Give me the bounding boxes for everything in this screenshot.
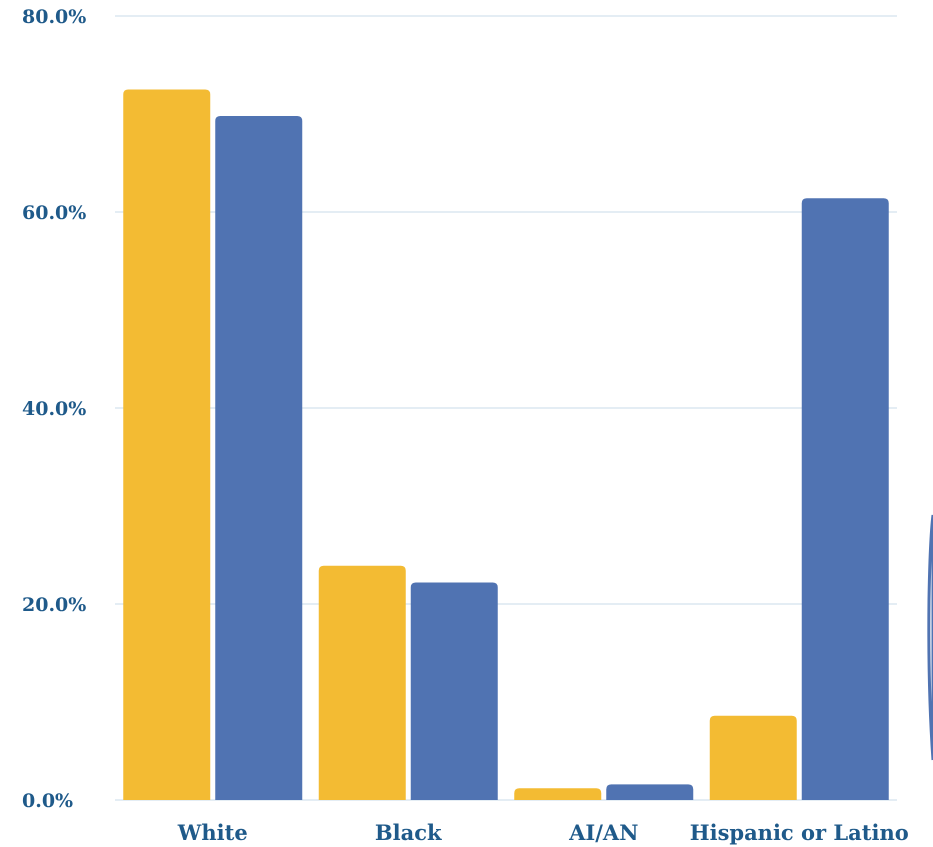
y-axis-tick-labels: 0.0% 20.0% 40.0% 60.0% 80.0% — [22, 6, 86, 812]
y-tick-label: 60.0% — [22, 202, 86, 224]
x-category-label: Black — [375, 820, 442, 845]
bar-black-series-2 — [410, 582, 498, 800]
bar-white-series-1 — [123, 89, 211, 800]
y-tick-label: 80.0% — [22, 6, 86, 28]
bar-black-series-1 — [318, 565, 406, 800]
bars — [123, 89, 889, 800]
x-category-label: Hispanic or Latino — [690, 820, 909, 845]
y-tick-label: 40.0% — [22, 398, 86, 420]
bar-white-series-2 — [215, 115, 303, 800]
bar-ai-an-series-1 — [514, 788, 602, 800]
x-category-label: White — [177, 820, 248, 845]
bar-hispanic-or-latino-series-1 — [709, 715, 797, 800]
x-axis-category-labels: White Black AI/AN Hispanic or Latino — [177, 820, 909, 845]
bar-ai-an-series-2 — [606, 784, 694, 800]
decorative-blue-shape — [927, 514, 933, 761]
x-category-label: AI/AN — [568, 820, 638, 845]
bar-hispanic-or-latino-series-2 — [801, 198, 889, 800]
y-tick-label: 20.0% — [22, 594, 86, 616]
y-tick-label: 0.0% — [22, 790, 73, 812]
